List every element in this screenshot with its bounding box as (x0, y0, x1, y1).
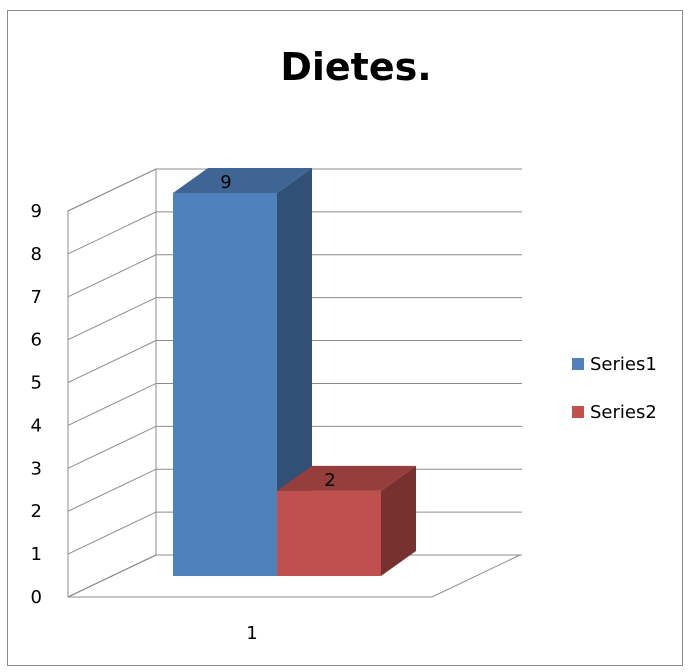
gridlines (67, 168, 522, 598)
legend-item: Series1 (572, 354, 657, 375)
gridline (67, 425, 522, 469)
bar-top (173, 168, 312, 193)
gridline (67, 254, 522, 298)
gridline (67, 297, 522, 341)
data-label: 9 (220, 172, 231, 193)
bar-top (277, 465, 416, 491)
y-tick-label: 9 (31, 201, 42, 222)
bars (173, 168, 416, 576)
y-tick-label: 3 (31, 458, 42, 479)
bar-front (173, 193, 277, 576)
y-tick-label: 7 (31, 287, 42, 308)
y-tick-label: 1 (31, 544, 42, 565)
data-labels: 92 (220, 172, 335, 491)
gridline (67, 211, 522, 255)
y-tick-label: 6 (31, 330, 42, 351)
legend-label: Series2 (590, 402, 657, 423)
y-tick-label: 4 (31, 415, 42, 436)
gridline (67, 168, 522, 212)
bar-series1 (173, 168, 312, 576)
chart-title: Dietes. (280, 45, 431, 89)
y-axis-tick-labels: 0 1 2 3 4 5 6 7 8 9 (31, 201, 42, 608)
bar-series2 (277, 465, 416, 576)
bar-front (277, 490, 381, 576)
bar-side (381, 465, 416, 576)
gridline (67, 340, 522, 384)
y-tick-label: 2 (31, 501, 42, 522)
legend: Series1 Series2 (572, 354, 657, 423)
legend-swatch (572, 358, 584, 370)
y-tick-label: 0 (31, 587, 42, 608)
x-axis-category-label: 1 (246, 623, 257, 644)
data-label: 2 (324, 470, 335, 491)
legend-swatch (572, 406, 584, 418)
y-tick-label: 8 (31, 244, 42, 265)
y-tick-label: 5 (31, 373, 42, 394)
legend-label: Series1 (590, 354, 657, 375)
legend-item: Series2 (572, 402, 657, 423)
gridline (67, 382, 522, 426)
